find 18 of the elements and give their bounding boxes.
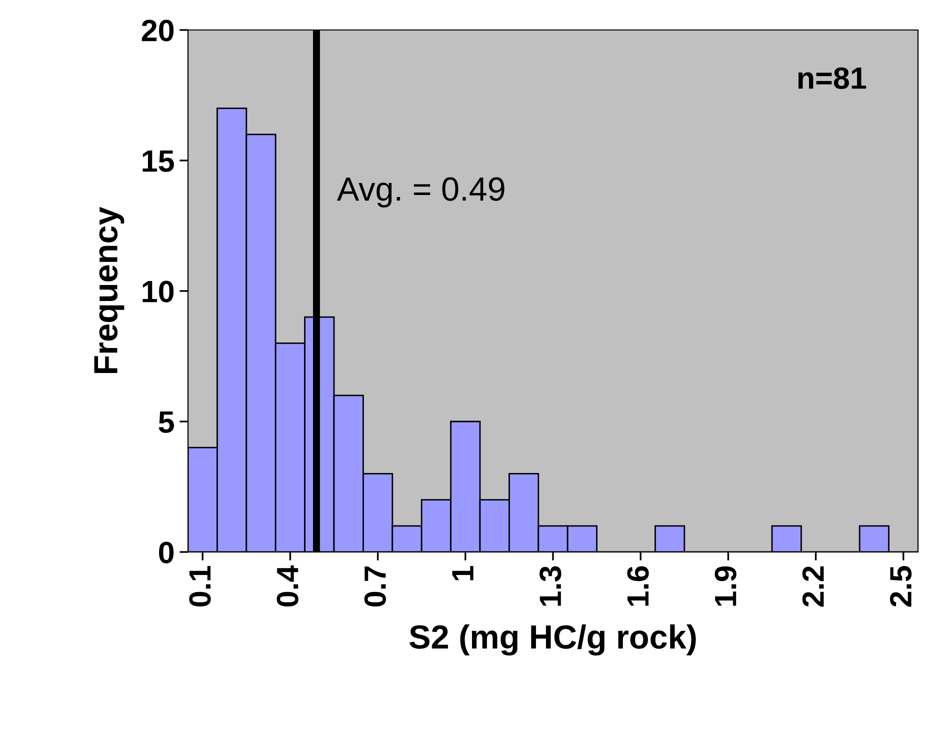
x-tick-label: 0.7 (364, 566, 386, 606)
y-tick-label: 15 (142, 150, 174, 172)
x-tick-label: 0.1 (189, 566, 211, 606)
x-tick-label: 1.6 (627, 566, 649, 606)
x-tick-label: 2.2 (802, 566, 824, 607)
ref-line-label: Avg. = 0.49 (336, 177, 504, 208)
x-tick-label: 1 (452, 566, 474, 580)
x-axis-title: S2 (mg HC/g rock) (409, 624, 696, 656)
y-tick-label: 20 (142, 20, 174, 42)
y-axis-title: Frequency (94, 206, 124, 374)
x-tick-label: 0.4 (276, 565, 298, 606)
y-tick-label: 5 (158, 412, 174, 433)
annotation: n=81 (798, 67, 866, 89)
x-tick-label: 2.5 (890, 566, 912, 607)
y-tick-label: 0 (159, 542, 174, 564)
y-tick-label: 10 (142, 280, 174, 302)
x-tick-label: 1.9 (714, 566, 736, 606)
x-tick-label: 1.3 (540, 566, 562, 606)
